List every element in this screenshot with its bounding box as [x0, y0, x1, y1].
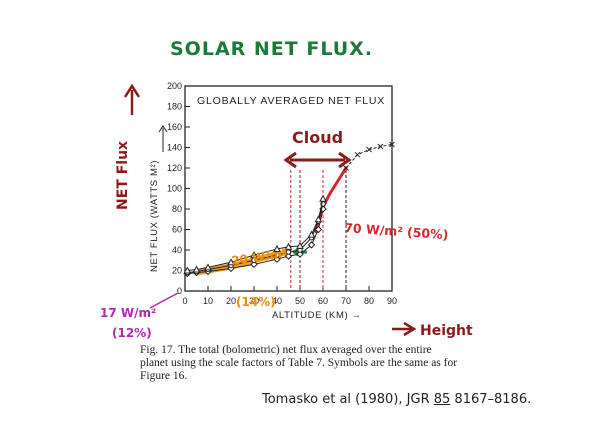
y-tick-label: 160	[167, 122, 182, 132]
cloud-arrow-left-head	[283, 151, 297, 169]
height-axis-label: Height	[420, 323, 473, 339]
annotation-70w: 70 W/m² (50%)	[344, 220, 449, 242]
caption-line-2: planet using the scale factors of Table …	[140, 357, 458, 369]
y-tick-label: 80	[172, 204, 182, 214]
x-tick-label: 40	[272, 296, 282, 306]
y-axis-label: NET FLUX (WATTS M²)	[149, 160, 160, 272]
page-heading: SOLAR NET FLUX.	[170, 38, 374, 60]
y-axis-arrow-head	[158, 125, 168, 133]
y-tick-label: 100	[167, 184, 182, 194]
purple-pointer	[149, 292, 179, 309]
up-arrow-head	[123, 83, 141, 98]
x-tick-label: 90	[387, 296, 397, 306]
net-flux-axis-label: NET Flux	[115, 141, 131, 210]
data-point	[343, 165, 349, 171]
y-tick-label: 140	[167, 143, 182, 153]
citation-volume: 85	[433, 392, 451, 407]
annotation-12pct: (12%)	[112, 326, 152, 340]
data-point	[273, 255, 281, 263]
data-point	[354, 151, 361, 158]
data-point	[314, 225, 323, 234]
x-tick-label: 80	[364, 296, 374, 306]
x-tick-label: 10	[203, 296, 213, 306]
data-point	[366, 146, 372, 153]
chart-series	[183, 141, 395, 278]
cloud-layer-markers	[290, 170, 347, 291]
annotation-20w: 20 W/m²	[230, 246, 288, 268]
annotation-14pct: (14%)	[236, 295, 276, 309]
x-tick-label: 30	[249, 296, 259, 306]
plot-frame	[184, 85, 393, 292]
data-point	[307, 230, 316, 238]
data-point	[192, 265, 201, 273]
data-point	[250, 260, 258, 269]
citation: Tomasko et al (1980), JGR 85 8167–8186.	[262, 392, 531, 407]
y-tick-label: 200	[167, 81, 182, 91]
data-point	[250, 251, 258, 259]
data-point	[296, 241, 304, 249]
data-point	[296, 250, 304, 258]
data-point	[274, 252, 280, 258]
figure-caption: Fig. 17. The total (bolometric) net flux…	[140, 344, 560, 383]
y-tick-label: 0	[177, 286, 182, 296]
chart-axes: GLOBALLY AVERAGED NET FLUX ALTITUDE (KM) …	[149, 85, 393, 321]
chart-title: GLOBALLY AVERAGED NET FLUX	[197, 95, 385, 107]
data-point	[204, 263, 212, 271]
citation-pages: 8167–8186.	[450, 392, 532, 407]
cloud-arrow-right-head	[338, 151, 352, 169]
caption-line-3: Figure 16.	[140, 370, 188, 382]
data-point	[307, 241, 316, 249]
x-tick-label: 20	[226, 296, 236, 306]
x-tick-label: 60	[318, 296, 328, 306]
y-tick-label: 120	[167, 163, 182, 173]
data-point	[273, 244, 281, 252]
data-point	[377, 143, 384, 150]
data-point	[314, 215, 323, 223]
chart-annotations: Cloud 70 W/m² (50%) 20 W/m² (14%) 17 W/m² (12…	[100, 83, 473, 340]
data-point	[227, 258, 235, 266]
right-arrow-head	[403, 321, 417, 337]
annotation-17w: 17 W/m²	[100, 306, 156, 320]
data-point	[183, 266, 192, 274]
cloud-label: Cloud	[292, 128, 343, 147]
data-point	[284, 252, 293, 260]
x-tick-label: 70	[341, 296, 351, 306]
x-axis-label: ALTITUDE (KM) →	[272, 310, 362, 321]
caption-line-1: Fig. 17. The total (bolometric) net flux…	[140, 344, 432, 356]
y-tick-label: 180	[167, 102, 182, 112]
series-line	[345, 143, 393, 169]
x-tick-label: 50	[295, 296, 305, 306]
y-tick-label: 60	[172, 225, 182, 235]
x-tick-label: 0	[182, 296, 187, 306]
citation-prefix: Tomasko et al (1980), JGR	[262, 392, 434, 407]
data-point	[389, 141, 395, 148]
data-point	[284, 242, 293, 250]
y-tick-label: 40	[172, 245, 182, 255]
data-point	[319, 194, 327, 202]
y-tick-label: 20	[172, 266, 182, 276]
